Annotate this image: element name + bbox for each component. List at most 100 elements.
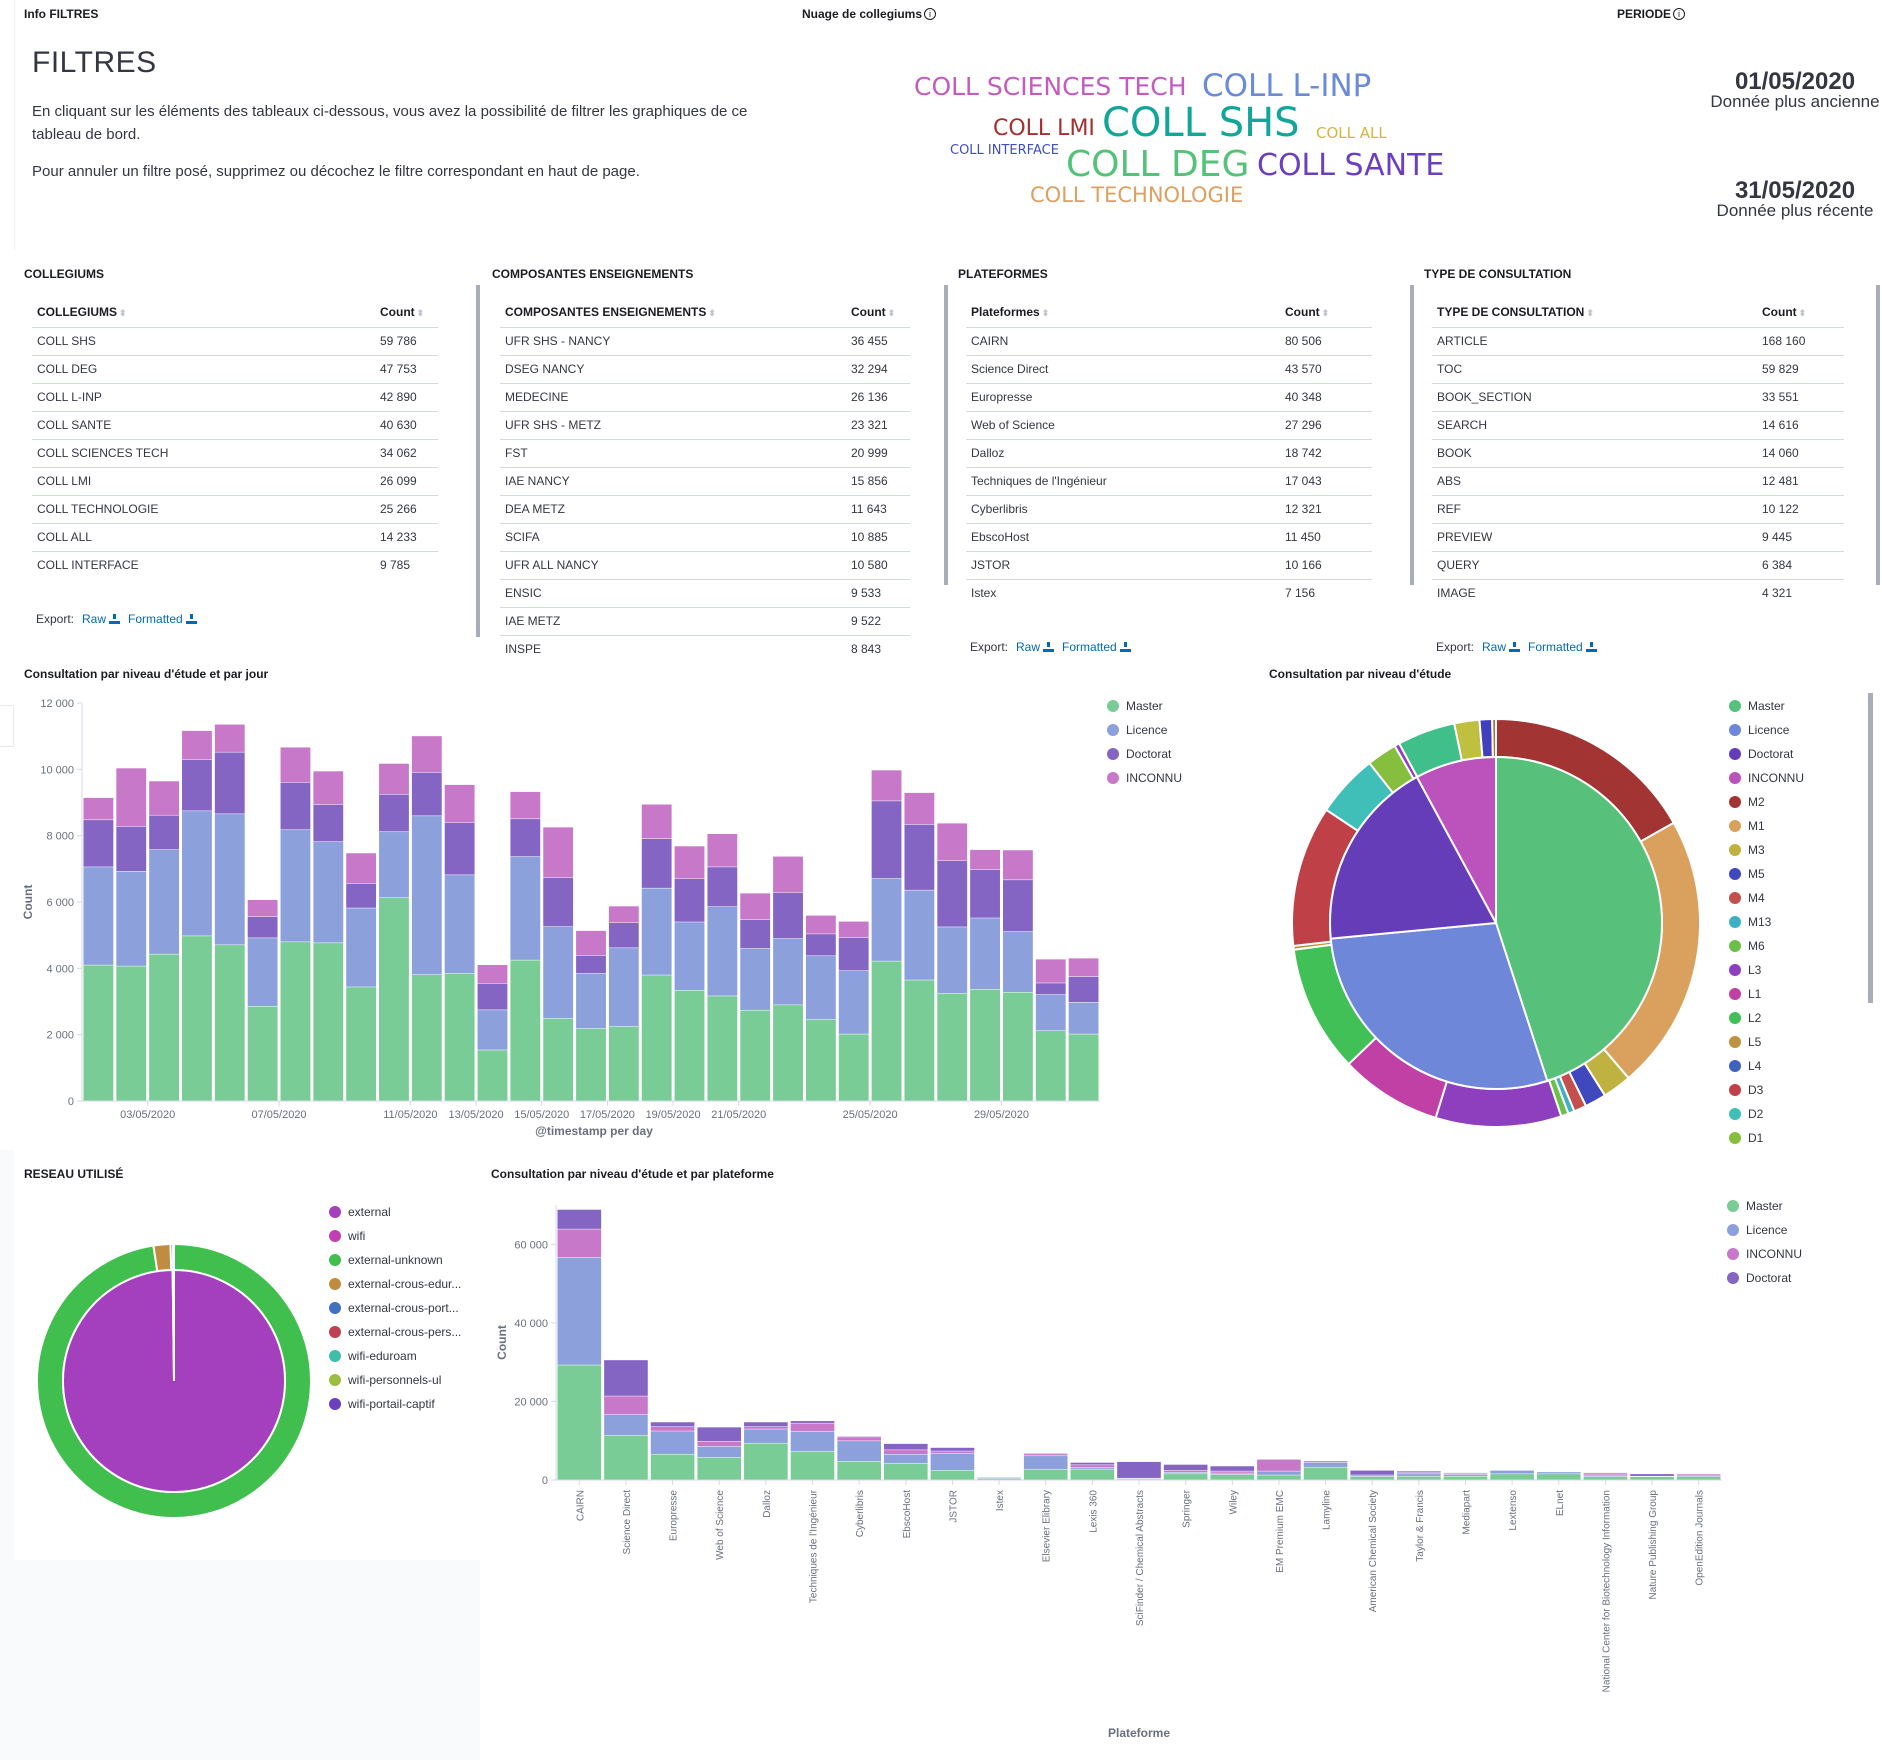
table-row[interactable]: Web of Science 27 296 bbox=[966, 411, 1372, 440]
bar-segment-doctorat[interactable] bbox=[1035, 983, 1066, 995]
row-label[interactable]: INSPE bbox=[505, 642, 542, 657]
table-row[interactable]: REF 10 122 bbox=[1432, 495, 1844, 524]
row-label[interactable]: COLL SANTE bbox=[32, 411, 375, 440]
bar-segment-doctorat[interactable] bbox=[1117, 1461, 1161, 1478]
table-row[interactable]: IMAGE 4 321 bbox=[1432, 579, 1844, 607]
bar-segment-doctorat[interactable] bbox=[937, 860, 968, 927]
table-row[interactable]: BOOK_SECTION 33 551 bbox=[1432, 383, 1844, 412]
table-row[interactable]: SCIFA 10 885 bbox=[500, 523, 910, 552]
bar-segment-inconnu[interactable] bbox=[790, 1423, 835, 1432]
row-label[interactable]: Web of Science bbox=[966, 411, 1280, 440]
bar-segment-master[interactable] bbox=[674, 990, 705, 1101]
bar-segment-doctorat[interactable] bbox=[790, 1421, 835, 1423]
bar-segment-doctorat[interactable] bbox=[1397, 1471, 1441, 1473]
bar-segment-doctorat[interactable] bbox=[604, 1360, 648, 1396]
bar-segment-master[interactable] bbox=[790, 1451, 835, 1480]
legend-item[interactable]: M5 bbox=[1729, 862, 1804, 886]
row-label[interactable]: COLL SHS bbox=[32, 327, 375, 356]
legend-item[interactable]: M4 bbox=[1729, 886, 1804, 910]
export-raw-link[interactable]: Raw bbox=[1482, 640, 1521, 654]
row-label[interactable]: BOOK bbox=[1432, 439, 1757, 468]
bar-segment-master[interactable] bbox=[1676, 1476, 1721, 1480]
bar-segment-doctorat[interactable] bbox=[773, 892, 803, 939]
bar-segment-master[interactable] bbox=[313, 943, 344, 1101]
bar-segment-licence[interactable] bbox=[883, 1454, 928, 1463]
bar-segment-licence[interactable] bbox=[576, 973, 606, 1029]
row-label[interactable]: COLL L-INP bbox=[32, 383, 375, 412]
bar-segment-master[interactable] bbox=[641, 975, 672, 1101]
row-label[interactable]: BOOK_SECTION bbox=[1432, 383, 1757, 412]
legend-item[interactable]: L1 bbox=[1729, 982, 1804, 1006]
bar-segment-master[interactable] bbox=[83, 965, 114, 1101]
cloud-word[interactable]: COLL L-INP bbox=[1202, 68, 1372, 104]
bar-segment-inconnu[interactable] bbox=[674, 846, 705, 879]
bar-segment-licence[interactable] bbox=[740, 948, 771, 1010]
bar-segment-licence[interactable] bbox=[1583, 1475, 1628, 1477]
bar-segment-master[interactable] bbox=[904, 980, 935, 1101]
bar-segment-licence[interactable] bbox=[937, 927, 968, 994]
bar-segment-inconnu[interactable] bbox=[838, 921, 869, 938]
bar-segment-master[interactable] bbox=[543, 1018, 574, 1101]
legend-item[interactable]: M2 bbox=[1729, 790, 1804, 814]
bar-segment-doctorat[interactable] bbox=[641, 838, 672, 888]
bar-segment-licence[interactable] bbox=[1536, 1472, 1581, 1474]
table-row[interactable]: ENSIC 9 533 bbox=[500, 579, 910, 608]
bar-segment-doctorat[interactable] bbox=[1210, 1466, 1255, 1471]
bar-segment-doctorat[interactable] bbox=[1002, 880, 1033, 932]
legend-item[interactable]: wifi bbox=[329, 1224, 461, 1248]
bar-segment-licence[interactable] bbox=[1035, 994, 1066, 1031]
bar-segment-licence[interactable] bbox=[1257, 1471, 1301, 1475]
bar-segment-licence[interactable] bbox=[838, 970, 869, 1034]
bar-segment-inconnu[interactable] bbox=[477, 965, 508, 984]
bar-segment-doctorat[interactable] bbox=[838, 937, 869, 971]
bar-segment-inconnu[interactable] bbox=[1035, 959, 1066, 983]
bar-segment-master[interactable] bbox=[280, 942, 311, 1101]
info-icon[interactable]: i bbox=[924, 8, 937, 20]
bar-segment-licence[interactable] bbox=[477, 1010, 508, 1050]
table-row[interactable]: SEARCH 14 616 bbox=[1432, 411, 1844, 440]
table-row[interactable]: BOOK 14 060 bbox=[1432, 439, 1844, 468]
bar-segment-doctorat[interactable] bbox=[280, 782, 311, 830]
bar-segment-master[interactable] bbox=[149, 954, 180, 1101]
row-label[interactable]: ARTICLE bbox=[1432, 327, 1757, 356]
legend-item[interactable]: Doctorat bbox=[1107, 742, 1182, 766]
legend-item[interactable]: D3 bbox=[1729, 1078, 1804, 1102]
bar-segment-inconnu[interactable] bbox=[346, 853, 377, 884]
bar-segment-inconnu[interactable] bbox=[576, 930, 606, 956]
bar-segment-inconnu[interactable] bbox=[740, 893, 771, 920]
inner-slice-licence[interactable] bbox=[1329, 921, 1549, 1090]
row-label[interactable]: COLL ALL bbox=[32, 523, 375, 552]
bar-segment-inconnu[interactable] bbox=[805, 915, 836, 934]
legend-item[interactable]: Master bbox=[1107, 694, 1182, 718]
legend-item[interactable]: wifi-portail-captif bbox=[329, 1392, 461, 1416]
legend-item[interactable]: external-unknown bbox=[329, 1248, 461, 1272]
bar-segment-licence[interactable] bbox=[444, 875, 475, 974]
table-row[interactable]: Cyberlibris 12 321 bbox=[966, 495, 1372, 524]
bar-segment-doctorat[interactable] bbox=[1583, 1472, 1628, 1474]
table-row[interactable]: EbscoHost 11 450 bbox=[966, 523, 1372, 552]
inner-slice-doctorat[interactable] bbox=[1329, 775, 1498, 940]
legend-item[interactable]: external-crous-port... bbox=[329, 1296, 461, 1320]
bar-segment-master[interactable] bbox=[650, 1454, 695, 1480]
bar-segment-master[interactable] bbox=[837, 1461, 881, 1480]
table-row[interactable]: UFR ALL NANCY 10 580 bbox=[500, 551, 910, 580]
bar-segment-licence[interactable] bbox=[379, 832, 409, 898]
bar-segment-licence[interactable] bbox=[930, 1453, 975, 1471]
bar-segment-inconnu[interactable] bbox=[1023, 1454, 1068, 1456]
bar-segment-master[interactable] bbox=[1490, 1474, 1534, 1480]
bar-segment-inconnu[interactable] bbox=[1070, 1465, 1115, 1468]
table-row[interactable]: COLL INTERFACE 9 785 bbox=[32, 551, 438, 579]
legend-item[interactable]: M3 bbox=[1729, 838, 1804, 862]
bar-segment-master[interactable] bbox=[182, 936, 212, 1101]
bar-segment-master[interactable] bbox=[1023, 1469, 1068, 1480]
bar-segment-inconnu[interactable] bbox=[697, 1441, 742, 1447]
bar-segment-inconnu[interactable] bbox=[149, 781, 180, 815]
cloud-word[interactable]: COLL INTERFACE bbox=[950, 143, 1059, 158]
bar-segment-doctorat[interactable] bbox=[608, 922, 639, 948]
export-raw-link[interactable]: Raw bbox=[1016, 640, 1055, 654]
bar-segment-licence[interactable] bbox=[604, 1414, 648, 1436]
bar-segment-master[interactable] bbox=[1210, 1474, 1255, 1480]
bar-segment-master[interactable] bbox=[1002, 992, 1033, 1101]
table-row[interactable]: Dalloz 18 742 bbox=[966, 439, 1372, 468]
bar-segment-licence[interactable] bbox=[837, 1441, 881, 1462]
